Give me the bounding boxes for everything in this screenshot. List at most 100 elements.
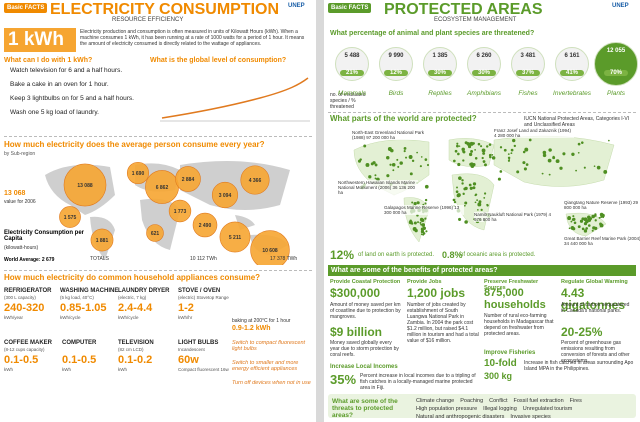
- site-label: Northwestern Hawaiian Islands Marine Nat…: [338, 180, 418, 195]
- protected-dot: [481, 156, 484, 160]
- benefit-value: $9 billion: [330, 325, 383, 339]
- protected-dot: [552, 156, 556, 160]
- protected-dot: [484, 163, 487, 167]
- benefit-head: Regulate Global Warming: [561, 279, 628, 285]
- threat: Fires: [569, 398, 582, 404]
- threat: Unregulated tourism: [522, 406, 573, 412]
- protected-dot: [585, 227, 588, 230]
- benefit-text: Money saved globally every year due to s…: [330, 340, 399, 358]
- protected-dot: [592, 226, 596, 230]
- protected-dot: [414, 228, 418, 233]
- protected-dot: [600, 215, 603, 219]
- baking-value: 0.9-1.2 kWh: [232, 325, 271, 332]
- protected-dot: [577, 142, 581, 146]
- appliance-value: 0.1-0.5: [4, 354, 39, 366]
- protected-dot: [481, 148, 486, 153]
- protected-dot: [411, 159, 415, 163]
- appliance-value: 0.85-1.05: [60, 302, 107, 314]
- protected-dot: [488, 143, 492, 146]
- species-count: 6 161: [564, 53, 580, 59]
- appliance-spec: (300 L capacity): [4, 295, 36, 300]
- bubble-label: 2 490: [199, 223, 212, 229]
- bubble: [219, 221, 251, 253]
- benefit-value: $300,000: [330, 286, 381, 300]
- subtitle: RESOURCE EFFICIENCY: [112, 17, 184, 23]
- protected-dot: [577, 151, 580, 154]
- site-label: Qiangtang Nature Reserve (1993) 29 800 0…: [564, 200, 640, 210]
- appliance-spec: (electric) Stovetop Range: [178, 295, 229, 300]
- protected-dot: [525, 163, 529, 166]
- protected-dot: [491, 154, 494, 156]
- protected-dot: [453, 201, 457, 204]
- bubble-label: 2 884: [182, 177, 195, 183]
- electricity-poster: Basic FACTS ELECTRICITY CONSUMPTION RESO…: [0, 0, 316, 422]
- benefit-value: 20-25%: [561, 325, 603, 339]
- species-pct: 41%: [560, 70, 584, 76]
- protected-dot: [472, 186, 476, 190]
- do-list: Watch television for 6 and a half hours.…: [10, 67, 150, 123]
- section-title: What are some of the threats to protecte…: [332, 398, 398, 419]
- protected-dot: [523, 167, 527, 171]
- threat: Conflict: [489, 398, 508, 404]
- species-pct: 30%: [472, 70, 496, 76]
- species-name: Plants: [606, 90, 626, 97]
- ocean-pct: 0.8%: [442, 250, 463, 260]
- benefit-text: Percent increase in local incomes due to…: [360, 373, 476, 391]
- map-legend: IUCN National Protected Areas, Categorie…: [524, 116, 630, 128]
- protected-dot: [458, 176, 462, 180]
- protected-dot: [568, 227, 571, 230]
- protected-dot: [462, 150, 464, 153]
- protected-dot: [417, 221, 419, 224]
- appliance-unit: Compact fluorescent 16w: [178, 367, 229, 372]
- protected-dot: [499, 146, 503, 149]
- species-count: 6 260: [476, 53, 492, 59]
- subtitle: ECOSYSTEM MANAGEMENT: [434, 17, 517, 23]
- threat: Illegal logging: [483, 406, 517, 412]
- world-map: 13 088 1 690 6 862 2 884 1 575 1 773 621 3 094 4…: [45, 161, 290, 265]
- protected-dot: [480, 145, 483, 148]
- bubble-label: 1 773: [174, 209, 187, 215]
- protected-dot: [419, 165, 422, 168]
- bubble: [146, 224, 164, 242]
- benefit-text: Amount of carbon sequestered in Canada's…: [561, 302, 630, 314]
- protected-dot: [541, 172, 544, 175]
- appliance-value: 60w: [178, 354, 199, 366]
- protected-dot: [589, 217, 593, 220]
- protected-dot: [422, 226, 426, 231]
- protected-dot: [386, 174, 390, 178]
- protected-dot: [408, 220, 413, 225]
- protected-dot: [466, 141, 469, 144]
- protected-dot: [405, 156, 408, 159]
- threat: Poaching: [460, 398, 484, 404]
- appliance-spec: (5 kg load, 40°C): [60, 295, 94, 300]
- threat: Climate change: [416, 398, 455, 404]
- benefit-head: Improve Fisheries: [484, 350, 536, 356]
- protected-dot: [575, 169, 577, 172]
- protected-dot: [581, 141, 584, 144]
- do-item: Keep 3 lightbulbs on for 5 and a half ho…: [10, 95, 134, 102]
- benefit-head: Preserve Freshwater Sources: [484, 279, 539, 291]
- protected-dot: [399, 161, 403, 165]
- protected-dot: [507, 153, 510, 156]
- protected-dot: [469, 141, 474, 146]
- protected-dot: [503, 148, 507, 152]
- protected-dot: [462, 192, 465, 196]
- appliance-name: LIGHT BULBS: [178, 340, 219, 346]
- protected-dot: [472, 182, 477, 186]
- protected-dot: [424, 217, 427, 220]
- tip: Switch to compact fluorescent light bulb…: [232, 340, 306, 352]
- appliance-name: LAUNDRY DRYER: [118, 288, 170, 294]
- appliance-spec: (82 cm LCD): [118, 347, 144, 352]
- protected-dot: [420, 230, 425, 234]
- protected-dot: [386, 156, 390, 160]
- protected-dot: [583, 217, 588, 222]
- legend-unit: (kilowatt-hours): [4, 245, 39, 251]
- side-value: 13 068: [4, 190, 26, 197]
- protected-dot: [593, 165, 596, 167]
- appliance-spec: Incandescent: [178, 347, 205, 352]
- species-count: 5 488: [344, 53, 360, 59]
- protected-dot: [365, 163, 370, 167]
- protected-dot: [602, 216, 605, 219]
- protected-dot: [469, 186, 473, 190]
- totals: TOTALS: [90, 256, 109, 262]
